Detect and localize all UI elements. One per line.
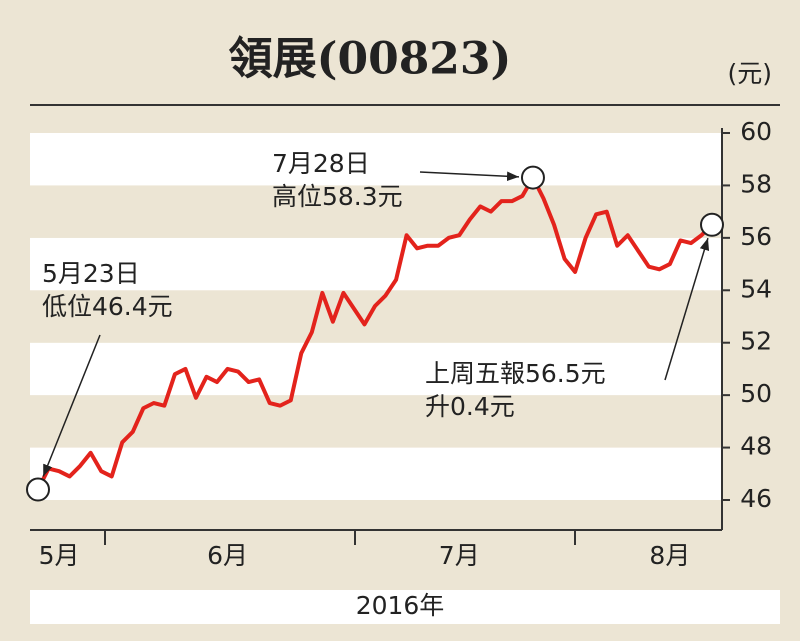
y-tick-label: 50 bbox=[740, 379, 772, 408]
x-tick-label: 6月 bbox=[207, 541, 248, 570]
band bbox=[30, 133, 722, 186]
marker-point bbox=[520, 165, 545, 190]
y-tick-label: 52 bbox=[740, 327, 772, 356]
y-tick-label: 56 bbox=[740, 222, 772, 251]
band bbox=[30, 237, 722, 291]
y-tick-label: 54 bbox=[740, 274, 772, 303]
marker-point bbox=[700, 212, 724, 237]
annotation-arrow bbox=[664, 237, 710, 381]
annotation-arrow bbox=[42, 334, 101, 477]
band bbox=[30, 290, 722, 343]
x-tick-label: 7月 bbox=[439, 541, 480, 570]
unit-label: (元) bbox=[727, 59, 772, 88]
annotation: 5月23日 bbox=[42, 259, 140, 288]
annotation: 低位46.4元 bbox=[42, 292, 173, 321]
x-axis-label: 2016年 bbox=[356, 591, 445, 620]
band bbox=[30, 395, 722, 448]
y-tick-label: 58 bbox=[740, 169, 772, 198]
annotation: 升0.4元 bbox=[425, 392, 515, 421]
band bbox=[30, 447, 722, 500]
y-tick-label: 46 bbox=[740, 484, 772, 513]
xlabel-band bbox=[30, 590, 780, 624]
annotation: 上周五報56.5元 bbox=[425, 359, 606, 388]
x-tick-label: 5月 bbox=[39, 541, 80, 570]
annotation: 高位58.3元 bbox=[272, 182, 403, 211]
bands bbox=[30, 133, 722, 500]
marker-point bbox=[26, 477, 50, 502]
y-tick-label: 48 bbox=[740, 432, 772, 461]
price-line bbox=[36, 175, 714, 491]
band bbox=[30, 342, 722, 396]
annotation-arrow bbox=[419, 171, 520, 182]
x-tick-label: 8月 bbox=[649, 541, 690, 570]
chart-title: 領展(00823) bbox=[229, 34, 512, 85]
y-tick-label: 60 bbox=[740, 117, 772, 146]
annotation: 7月28日 bbox=[272, 149, 370, 178]
